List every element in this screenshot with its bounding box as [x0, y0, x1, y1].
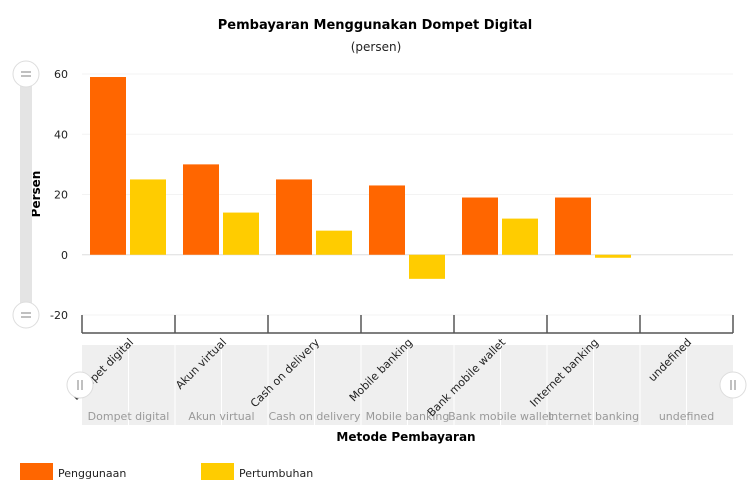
y-tick-label: 40: [54, 128, 68, 141]
bar-penggunaan-4[interactable]: [462, 197, 498, 255]
vertical-scrollbar-track[interactable]: [20, 74, 32, 315]
equals-icon: [21, 312, 31, 318]
scrollbar-handle-bottom[interactable]: [12, 301, 40, 329]
bar-penggunaan-3[interactable]: [369, 185, 405, 255]
equals-icon: [21, 71, 31, 77]
bar-pertumbuhan-3[interactable]: [409, 254, 445, 279]
y-tick-label: 60: [54, 68, 68, 81]
chart-subtitle: (persen): [351, 40, 402, 54]
legend-swatch-penggunaan: [20, 463, 53, 480]
navigator-label: Cash on delivery: [269, 410, 361, 423]
navigator-label: Bank mobile wallet: [448, 410, 554, 423]
chart-title: Pembayaran Menggunakan Dompet Digital: [218, 18, 532, 33]
grid-lines: [82, 73, 733, 316]
y-tick-label: -20: [50, 309, 68, 322]
legend-label-penggunaan: Penggunaan: [58, 467, 126, 480]
y-axis-title: Persen: [29, 171, 43, 218]
bar-pertumbuhan-2[interactable]: [316, 230, 352, 255]
y-tick-label: 0: [61, 249, 68, 262]
x-axis: [81, 315, 734, 334]
navigator-label: undefined: [659, 410, 714, 423]
bar-penggunaan-1[interactable]: [183, 164, 219, 255]
pause-bars-icon: [77, 380, 83, 390]
legend-swatch-pertumbuhan: [201, 463, 234, 480]
legend-label-pertumbuhan: Pertumbuhan: [239, 467, 313, 480]
bar-penggunaan-0[interactable]: [90, 77, 126, 255]
navigator-handle-left[interactable]: [66, 371, 94, 399]
bar-series: [90, 77, 631, 279]
vertical-scrollbar[interactable]: [12, 60, 40, 329]
horizontal-navigator[interactable]: Dompet digital Akun virtual Cash on delive…: [82, 345, 733, 425]
y-tick-label: 20: [54, 189, 68, 202]
legend-item-pertumbuhan[interactable]: Pertumbuhan: [201, 463, 313, 480]
bar-penggunaan-2[interactable]: [276, 179, 312, 255]
pause-bars-icon: [730, 380, 736, 390]
legend-item-penggunaan[interactable]: Penggunaan: [20, 463, 126, 480]
bar-pertumbuhan-0[interactable]: [130, 179, 166, 255]
bar-pertumbuhan-1[interactable]: [223, 212, 259, 255]
bar-pertumbuhan-4[interactable]: [502, 218, 538, 255]
y-axis-ticks: 60 40 20 0 -20: [50, 68, 68, 322]
bar-penggunaan-5[interactable]: [555, 197, 591, 255]
x-axis-title: Metode Pembayaran: [336, 430, 475, 444]
navigator-label: Internet banking: [548, 410, 639, 423]
navigator-dividers: [128, 345, 687, 425]
navigator-handle-right[interactable]: [719, 371, 747, 399]
navigator-label: Mobile banking: [366, 410, 450, 423]
bar-pertumbuhan-5[interactable]: [595, 254, 631, 258]
scrollbar-handle-top[interactable]: [12, 60, 40, 88]
navigator-label: Dompet digital: [88, 410, 170, 423]
navigator-label: Akun virtual: [188, 410, 254, 423]
legend: Penggunaan Pertumbuhan: [20, 463, 313, 480]
navigator-labels: Dompet digital Akun virtual Cash on delive…: [88, 410, 715, 423]
